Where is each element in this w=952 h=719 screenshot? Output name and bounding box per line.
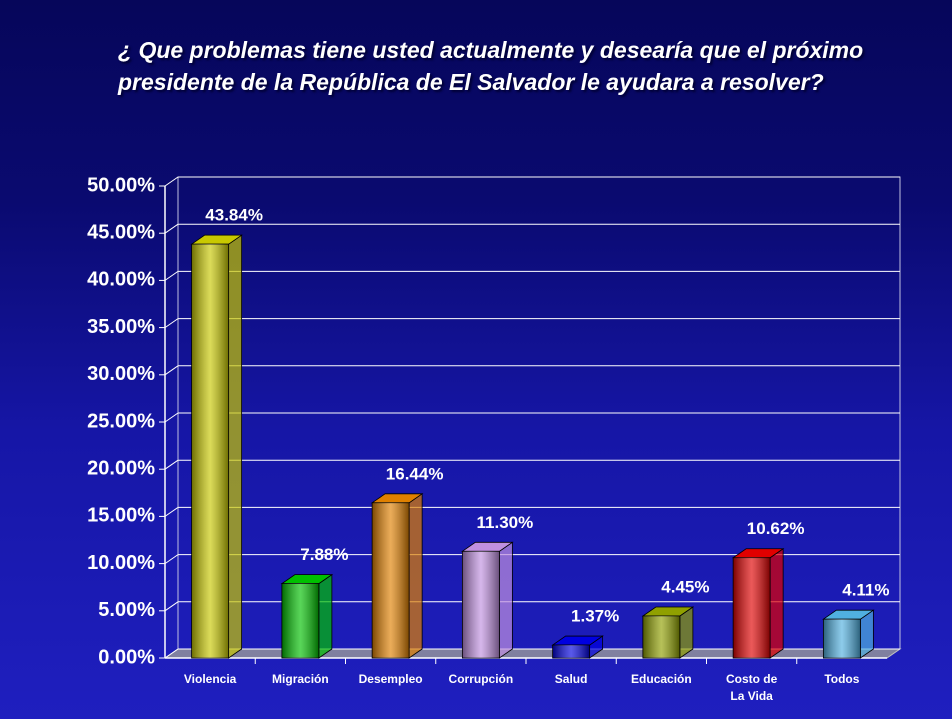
y-tick-label: 30.00% [87,363,155,385]
value-label: 1.37% [571,607,619,626]
side-grid [164,601,179,612]
y-tick-label: 20.00% [87,457,155,479]
y-tick-label: 25.00% [87,410,155,432]
bar-side [498,541,513,659]
value-label: 43.84% [205,206,263,225]
y-tick-label: 10.00% [87,552,155,574]
bar-shade [733,557,771,658]
bar-side [408,493,423,659]
x-tick-label: Educación [631,672,692,686]
bar-shade [552,645,590,658]
side-grid [164,223,179,234]
x-tick-label: Salud [555,672,588,686]
x-tick-label: Violencia [184,672,237,686]
side-grid [164,365,179,376]
y-tick-label: 35.00% [87,316,155,338]
value-label: 4.11% [842,581,889,600]
bar-shade [642,615,680,658]
side-grid [164,176,179,187]
x-tick-label: Desempleo [359,672,423,686]
side-grid [164,648,179,659]
y-tick-label: 50.00% [87,174,155,196]
x-tick-label: Todos [824,672,859,686]
bar-shade [191,244,229,659]
x-tick-label: Costo de La Vida [726,672,778,703]
value-label: 4.45% [661,577,709,596]
y-tick-label: 40.00% [87,269,155,291]
chart-title: ¿ Que problemas tiene usted actualmente … [118,37,864,95]
value-label: 16.44% [386,464,444,483]
x-tick-label: Corrupción [449,672,514,686]
value-label: 7.88% [300,545,348,564]
side-grid [164,270,179,281]
y-tick-label: 5.00% [98,599,155,621]
y-tick-label: 15.00% [87,505,155,527]
side-grid [164,506,179,517]
bar-shade [372,502,410,658]
bar-side [318,573,333,659]
x-tick-label: Migración [272,672,329,686]
bar-side [769,547,784,659]
value-label: 11.30% [477,513,534,532]
side-grid [164,412,179,423]
bar-shade [462,551,500,658]
bar-side [228,234,243,659]
side-grid [164,459,179,470]
side-grid [164,554,179,565]
y-tick-label: 0.00% [98,646,155,668]
bar-shade [281,583,319,658]
floor [163,648,902,659]
bar-shade [823,619,861,658]
value-label: 10.62% [747,519,805,538]
side-grid [164,318,179,329]
y-tick-label: 45.00% [87,221,155,243]
